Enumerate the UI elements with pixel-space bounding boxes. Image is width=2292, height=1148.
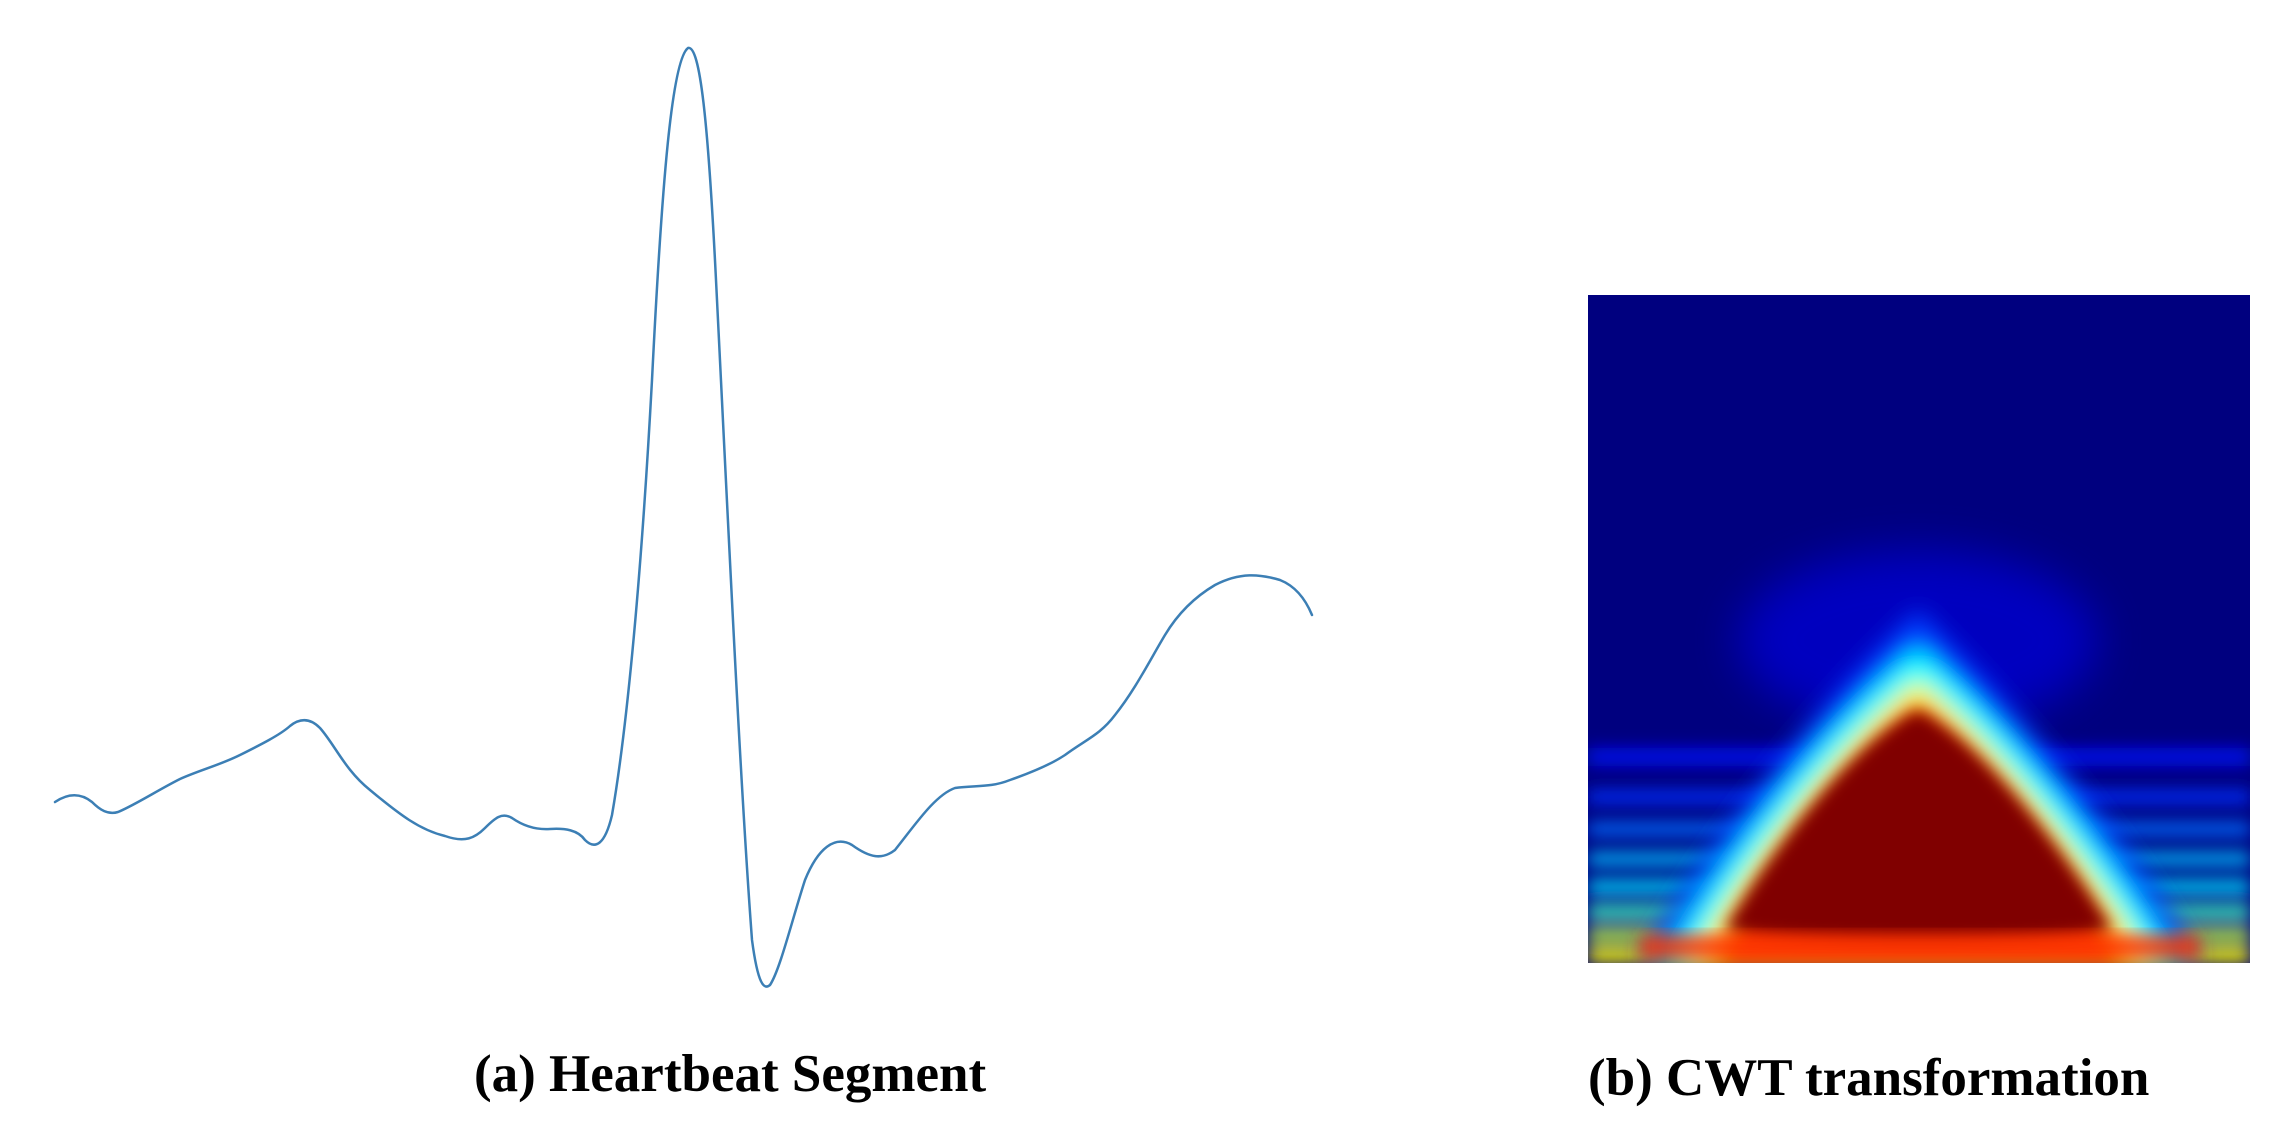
heartbeat-panel [53, 46, 1314, 988]
cwt-scalogram [1588, 295, 2250, 963]
scalogram-bottom-band [1640, 935, 2200, 959]
scalogram-core [1725, 710, 2112, 942]
panel-b-caption: (b) CWT transformation [1588, 1049, 2150, 1107]
panel-a-caption: (a) Heartbeat Segment [474, 1045, 987, 1103]
heartbeat-signal-line [53, 46, 1314, 988]
